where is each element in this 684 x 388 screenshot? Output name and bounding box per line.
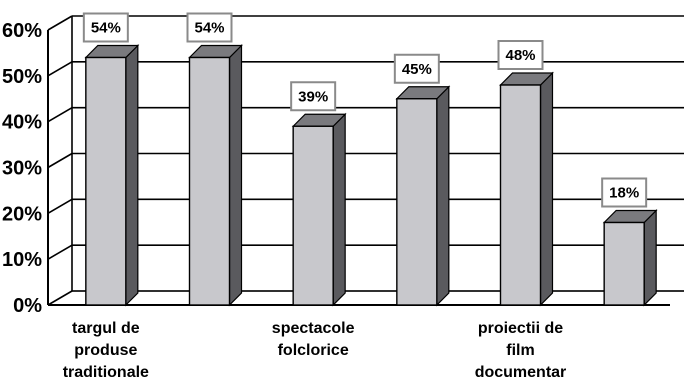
gridline-side xyxy=(47,152,73,169)
data-label: 54% xyxy=(186,12,233,43)
y-tick-label: 50% xyxy=(2,66,42,88)
bar-side xyxy=(332,112,346,307)
y-tick-label: 40% xyxy=(2,112,42,134)
data-label-box xyxy=(290,81,337,112)
data-label-box xyxy=(82,12,129,43)
data-label: 45% xyxy=(393,53,440,84)
gridline-side xyxy=(47,61,73,77)
gridline-side xyxy=(47,198,73,215)
data-label-text: 48% xyxy=(505,47,535,64)
y-tick-label: 20% xyxy=(2,203,42,225)
category-label: targul de produse traditionale xyxy=(63,320,149,381)
bar-front xyxy=(85,56,127,306)
y-tick-label: 0% xyxy=(13,295,42,317)
bar-front xyxy=(292,125,334,306)
bar xyxy=(499,71,554,307)
data-label-text: 45% xyxy=(402,61,432,78)
bar-side xyxy=(436,85,450,307)
bar xyxy=(188,44,243,307)
gridlines xyxy=(47,15,684,306)
data-label-box xyxy=(601,177,648,208)
category-labels: targul de produse traditionale spectacole fo… xyxy=(63,320,567,381)
bar-side xyxy=(539,71,554,307)
gridline-side xyxy=(47,290,73,306)
axes xyxy=(47,16,684,306)
data-label: 54% xyxy=(82,12,129,43)
bar-front xyxy=(396,98,438,306)
gridline-side xyxy=(47,106,73,123)
category-label: spectacole folclorice xyxy=(272,320,355,359)
data-label-box xyxy=(497,40,544,70)
y-tick-label: 10% xyxy=(2,249,42,271)
data-labels: 54% 54% 39% 45% 48% 18% xyxy=(82,12,648,208)
data-label-text: 54% xyxy=(91,20,121,37)
bar xyxy=(84,44,140,307)
bar xyxy=(395,85,451,307)
data-label-text: 39% xyxy=(298,88,328,105)
bars xyxy=(84,44,658,307)
data-label: 48% xyxy=(497,40,544,70)
y-tick-labels: 0% 10% 20% 30% 40% 50% 60% xyxy=(2,20,42,317)
bar-side xyxy=(643,209,657,307)
bar-side xyxy=(228,44,243,307)
data-label-box xyxy=(393,53,440,84)
bar-front xyxy=(499,84,542,306)
gridline-side xyxy=(47,15,73,31)
data-label-box xyxy=(186,12,233,43)
data-label-text: 18% xyxy=(609,185,639,202)
data-label: 39% xyxy=(290,81,337,112)
y-tick-label: 60% xyxy=(2,20,42,42)
data-label: 18% xyxy=(601,177,648,208)
bar xyxy=(291,112,347,307)
bar-front xyxy=(603,221,645,306)
category-label: proiectii de film documentar xyxy=(475,320,567,381)
gridline-side xyxy=(47,244,73,260)
bar xyxy=(602,209,658,307)
bar-front xyxy=(188,56,231,306)
bar-side xyxy=(125,44,139,307)
data-label-text: 54% xyxy=(194,20,224,37)
y-tick-label: 30% xyxy=(2,158,42,180)
